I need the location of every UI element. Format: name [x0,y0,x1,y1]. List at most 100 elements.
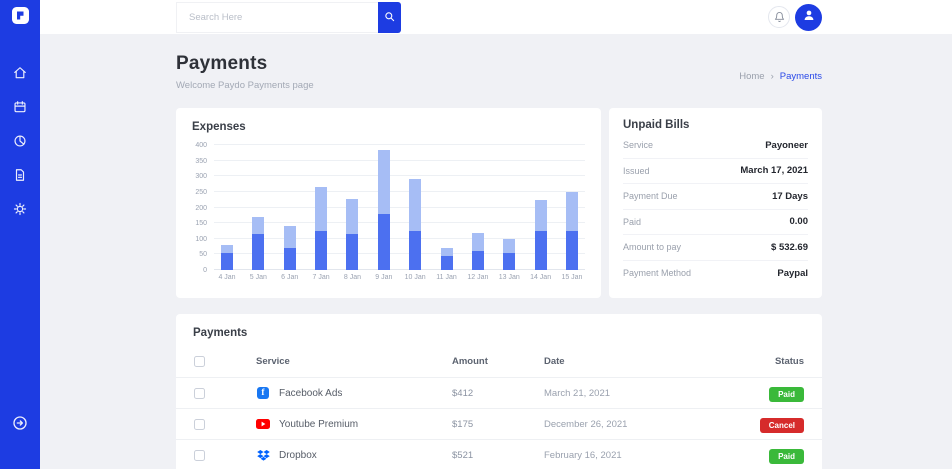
expenses-card-title: Expenses [192,121,246,133]
gridline [214,175,585,177]
expenses-chart-xaxis: 4 Jan 5 Jan 6 Jan 7 Jan 8 Jan 9 Jan 10 Jan 11 J… [214,274,585,281]
x-tick-label: 8 Jan [343,274,361,281]
bar-segment-primary [377,213,390,270]
bar-segment-primary [409,230,422,270]
bar-segment-secondary [409,179,422,231]
bill-row: Payment Due 17 Days [623,184,808,210]
bar-segment-primary [315,230,328,270]
bar-7-jan [315,187,328,270]
bar-segment-primary [221,252,233,270]
unpaid-bills-card: Unpaid Bills Service Payoneer Issued March … [609,108,822,298]
column-header-date: Date [544,355,565,367]
x-tick-label: 12 Jan [467,274,489,281]
y-tick-label: 100 [195,235,207,243]
date-cell: December 26, 2021 [544,418,628,430]
bill-row: Amount to pay $ 532.69 [623,235,808,261]
x-tick-label: 13 Jan [498,274,520,281]
payments-table-title: Payments [193,327,248,339]
breadcrumb-separator-icon: › [770,70,774,82]
bar-segment-secondary [534,199,547,231]
bill-row: Issued March 17, 2021 [623,159,808,184]
bar-14-jan [534,199,547,270]
notification-bell-icon[interactable] [768,6,790,28]
row-checkbox[interactable] [194,449,205,461]
main-area: Payments Welcome Paydo Payments page Hom… [40,0,952,469]
bar-segment-primary [346,234,359,270]
sidebar-nav [12,65,28,217]
x-tick-label: 15 Jan [561,274,583,281]
expenses-card: Expenses 0 50 100 150 200 250 300 350 400 4 Jan 5… [176,108,601,298]
bar-10-jan [409,179,422,270]
bar-segment-primary [283,248,296,270]
file-icon[interactable] [12,167,28,183]
breadcrumb-current: Payments [779,70,822,82]
bar-segment-secondary [565,191,578,231]
sidebar [0,0,40,469]
search-button[interactable] [378,1,401,33]
service-name: Facebook Ads [279,387,343,399]
breadcrumb-home[interactable]: Home [739,70,765,82]
row-checkbox[interactable] [194,387,205,399]
bar-segment-secondary [471,232,484,252]
payments-table-card: Payments Service Amount Date Status f Fac… [176,314,822,469]
gridline [214,159,585,161]
row-checkbox[interactable] [194,418,205,430]
gridline [214,253,585,255]
settings-icon[interactable] [12,201,28,217]
logout-icon[interactable] [12,415,28,431]
bar-13-jan [503,238,516,270]
bill-label: Payment Due [623,191,678,202]
unpaid-bills-list: Service Payoneer Issued March 17, 2021 Payme… [623,133,808,286]
table-row: Youtube Premium $175 December 26, 2021 Canc… [176,409,822,440]
column-header-amount: Amount [452,355,488,367]
bar-segment-primary [503,252,516,270]
gridline [214,144,585,145]
y-tick-label: 50 [199,251,207,259]
home-icon[interactable] [12,65,28,81]
bill-value: March 17, 2021 [740,165,808,177]
bar-8-jan [346,199,359,270]
date-cell: February 16, 2021 [544,449,622,461]
bar-5-jan [252,216,265,270]
bill-row: Service Payoneer [623,133,808,159]
payments-table-body: f Facebook Ads $412 March 21, 2021 Paid Youtu… [176,378,822,469]
service-name: Youtube Premium [279,418,359,430]
user-avatar[interactable] [795,3,822,31]
bar-segment-secondary [377,149,390,214]
gridline [214,206,585,208]
person-icon [802,8,816,27]
bar-segment-primary [252,234,265,270]
status-badge: Paid [769,449,804,464]
amount-cell: $412 [452,387,474,399]
search-input[interactable] [176,1,378,33]
pie-chart-icon[interactable] [12,133,28,149]
gridline [214,190,585,192]
y-tick-label: 250 [195,188,207,196]
bar-segment-primary [565,230,578,270]
expenses-chart-plot [214,144,585,270]
bar-segment-secondary [221,245,233,253]
calendar-icon[interactable] [12,99,28,115]
column-header-service: Service [256,355,290,367]
x-tick-label: 4 Jan [218,274,236,281]
service-name: Dropbox [279,449,317,461]
expenses-chart-bars [214,145,585,270]
bill-value: 17 Days [772,190,808,202]
status-badge: Paid [769,387,804,402]
amount-cell: $521 [452,449,474,461]
column-header-status: Status [774,355,804,367]
bar-15-jan [565,191,578,270]
date-cell: March 21, 2021 [544,387,611,399]
bill-label: Payment Method [623,268,692,279]
select-all-checkbox[interactable] [194,355,205,367]
table-row: Dropbox $521 February 16, 2021 Paid [176,440,822,469]
expenses-chart-yaxis: 0 50 100 150 200 250 300 350 400 [192,142,214,274]
bill-label: Service [623,140,654,151]
x-tick-label: 11 Jan [436,274,457,281]
y-tick-label: 400 [195,142,207,149]
bar-segment-secondary [503,238,516,253]
search-icon [384,10,395,25]
bar-segment-secondary [315,187,328,231]
app-logo-icon [11,7,29,29]
